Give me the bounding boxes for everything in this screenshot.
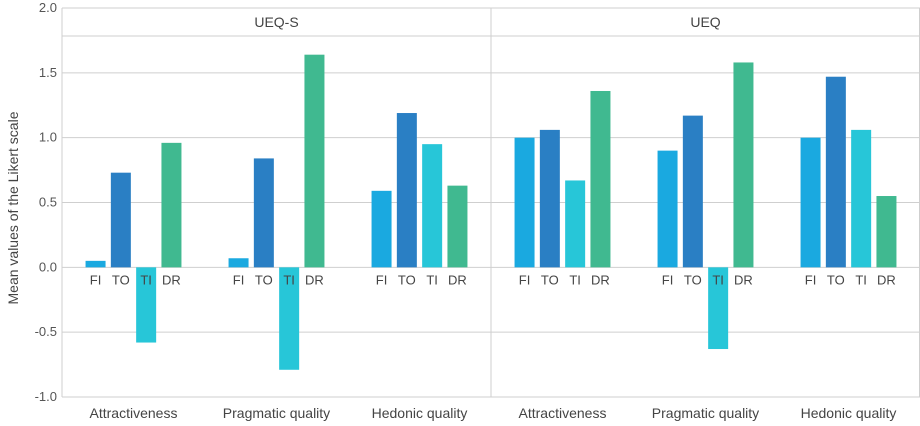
category-label: Hedonic quality (801, 405, 897, 421)
y-axis-title: Mean values of the Likert scale (5, 111, 21, 304)
bar-label: FI (519, 272, 531, 287)
bar-label: TO (255, 272, 273, 287)
bar-label: TI (283, 272, 295, 287)
category-label: Attractiveness (90, 405, 178, 421)
y-tick-label: 1.5 (39, 65, 57, 80)
bar-label: FI (662, 272, 674, 287)
panel-title: UEQ (690, 14, 720, 30)
bars (85, 54, 897, 370)
y-tick-label: 2.0 (39, 0, 57, 15)
bar-label: TI (855, 272, 867, 287)
y-tick-label: -0.5 (35, 324, 57, 339)
category-label: Pragmatic quality (652, 405, 759, 421)
y-tick-label: 1.0 (39, 130, 57, 145)
bar-label: FI (233, 272, 245, 287)
bar-label: TI (426, 272, 438, 287)
category-label: Attractiveness (519, 405, 607, 421)
bar-ti (851, 129, 872, 268)
bar-label: TO (541, 272, 559, 287)
bar-fi (228, 258, 249, 268)
bar-dr (590, 90, 611, 268)
bar-ti (279, 267, 300, 370)
bar-to (110, 172, 131, 268)
bar-ti (422, 144, 443, 268)
bar-label: TO (112, 272, 130, 287)
bar-dr (876, 196, 897, 268)
category-label: Pragmatic quality (223, 405, 330, 421)
bar-label: DR (877, 272, 896, 287)
bar-label: FI (805, 272, 817, 287)
bar-label: TI (712, 272, 724, 287)
bar-fi (514, 137, 535, 268)
bar-to (253, 158, 274, 268)
bar-label: TI (569, 272, 581, 287)
bar-dr (447, 185, 468, 268)
bar-label: DR (734, 272, 753, 287)
bar-label: FI (90, 272, 102, 287)
bar-ti (708, 267, 729, 350)
bar-to (682, 115, 703, 268)
y-axis-ticks: -1.0 -0.5 0.0 0.5 1.0 1.5 2.0 (35, 0, 57, 404)
category-label: Hedonic quality (372, 405, 468, 421)
bar-to (396, 113, 417, 268)
bar-label: TO (684, 272, 702, 287)
y-tick-label: -1.0 (35, 389, 57, 404)
bar-label: TI (140, 272, 152, 287)
bar-ti (565, 180, 586, 268)
bar-fi (371, 190, 392, 268)
bar-dr (733, 62, 754, 268)
bar-label: TO (827, 272, 845, 287)
panel-titles: UEQ-S UEQ (254, 14, 720, 30)
bar-label: DR (591, 272, 610, 287)
bar-label: DR (162, 272, 181, 287)
bar-label: TO (398, 272, 416, 287)
bar-label: DR (448, 272, 467, 287)
bar-fi (657, 150, 678, 268)
bar-labels: FI TO TI DR FI TO TI DR FI TO TI DR FI TO TI DR FI TO TI DR… (90, 272, 896, 287)
y-tick-label: 0.0 (39, 259, 57, 274)
category-labels: Attractiveness Pragmatic quality Hedonic q… (90, 405, 897, 421)
bar-fi (800, 137, 821, 268)
panel-title: UEQ-S (254, 14, 298, 30)
bar-dr (304, 54, 325, 268)
bar-fi (85, 260, 106, 268)
bar-ti (136, 267, 157, 343)
bar-to (825, 76, 846, 268)
bar-label: DR (305, 272, 324, 287)
bar-to (539, 129, 560, 268)
bar-label: FI (376, 272, 388, 287)
gridlines (62, 7, 920, 398)
bar-dr (161, 142, 182, 268)
y-tick-label: 0.5 (39, 195, 57, 210)
